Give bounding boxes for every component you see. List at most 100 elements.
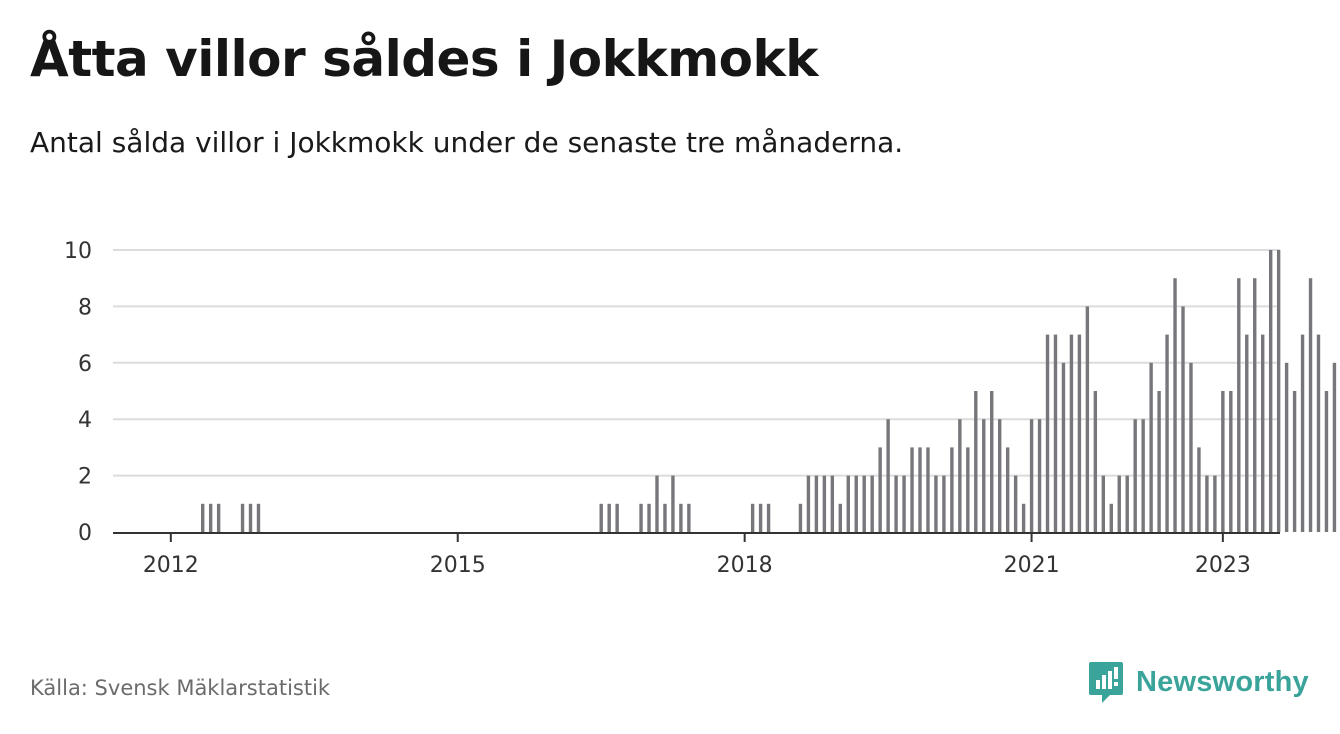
- newsworthy-logo-icon: [1089, 662, 1123, 703]
- bar: [1213, 475, 1217, 532]
- gridlines: [113, 249, 1280, 477]
- bar: [1189, 362, 1193, 532]
- bar: [1173, 278, 1177, 532]
- bar: [671, 475, 675, 532]
- bar: [918, 447, 922, 532]
- bar: [902, 475, 906, 532]
- x-tick-label: 2023: [1195, 553, 1251, 578]
- y-tick-label: 0: [78, 521, 92, 546]
- bar: [679, 503, 683, 532]
- y-tick-label: 2: [78, 465, 92, 490]
- bar: [1221, 391, 1225, 532]
- bar: [1205, 475, 1209, 532]
- bar: [1005, 447, 1010, 532]
- bar: [1229, 391, 1233, 532]
- bar: [990, 391, 994, 532]
- bar: [1253, 278, 1257, 532]
- bar: [663, 503, 667, 532]
- bar: [607, 503, 611, 532]
- bar: [766, 503, 771, 532]
- bar: [822, 475, 827, 532]
- bar: [1300, 334, 1305, 532]
- bar: [878, 447, 882, 532]
- labels: 0246810201220152018202120238: [64, 239, 1251, 578]
- bar: [1141, 419, 1145, 532]
- bar: [958, 419, 962, 532]
- x-tick-label: 2012: [143, 553, 199, 578]
- bar: [838, 503, 842, 532]
- bar: [1316, 334, 1321, 532]
- bar: [639, 503, 643, 532]
- source-note: Källa: Svensk Mäklarstatistik: [30, 676, 331, 700]
- bar: [1284, 362, 1289, 532]
- bar: [806, 475, 811, 532]
- bar: [1276, 250, 1281, 532]
- bar: [599, 503, 603, 532]
- bar: [256, 503, 261, 532]
- y-tick-label: 8: [78, 295, 92, 320]
- bar: [1181, 306, 1185, 532]
- bar: [1101, 475, 1106, 532]
- bar: [687, 503, 691, 532]
- bar: [1061, 362, 1066, 532]
- x-tick-label: 2015: [430, 553, 486, 578]
- bar: [647, 503, 651, 532]
- bar: [1069, 334, 1074, 532]
- bar: [1125, 475, 1129, 532]
- bar: [894, 475, 898, 532]
- bar-chart: 0246810201220152018202120238: [64, 239, 1337, 578]
- bar: [1085, 306, 1090, 532]
- bar: [240, 503, 245, 532]
- y-tick-label: 10: [64, 239, 92, 264]
- bar: [615, 503, 619, 532]
- x-tick-label: 2018: [717, 553, 773, 578]
- bars: [201, 250, 1337, 532]
- bar: [982, 419, 986, 532]
- bar: [1261, 334, 1265, 532]
- bar: [216, 503, 221, 532]
- bar: [750, 503, 755, 532]
- bar: [248, 503, 253, 532]
- bar: [208, 503, 213, 532]
- bar: [1117, 475, 1121, 532]
- bar: [870, 475, 874, 532]
- y-tick-label: 4: [78, 408, 92, 433]
- y-tick-label: 6: [78, 352, 92, 377]
- chart-subtitle: Antal sålda villor i Jokkmokk under de s…: [30, 126, 904, 159]
- bar: [846, 475, 850, 532]
- bar: [910, 447, 914, 532]
- bar: [934, 475, 938, 532]
- bar: [798, 503, 803, 532]
- bar: [1013, 475, 1018, 532]
- bar: [966, 447, 970, 532]
- x-axis: [113, 532, 1280, 542]
- bar: [1197, 447, 1201, 532]
- bar: [862, 475, 866, 532]
- bar: [1157, 391, 1161, 532]
- bar: [1245, 334, 1249, 532]
- bar: [1165, 334, 1169, 532]
- bar: [1053, 334, 1058, 532]
- bar: [886, 419, 890, 532]
- bar: [201, 503, 205, 532]
- bar: [974, 391, 978, 532]
- bar: [655, 475, 659, 532]
- bar: [1021, 503, 1026, 532]
- bar: [1149, 362, 1153, 532]
- bar: [942, 475, 946, 532]
- bar: [1268, 250, 1273, 532]
- bar: [854, 475, 858, 532]
- bar: [830, 475, 835, 532]
- bar: [1324, 391, 1329, 532]
- bar: [1308, 278, 1313, 532]
- bar: [998, 419, 1002, 532]
- bar: [1077, 334, 1082, 532]
- bar: [1332, 362, 1337, 532]
- bar: [1237, 278, 1241, 532]
- bar: [1292, 391, 1297, 532]
- brand-logo: Newsworthy: [1088, 660, 1309, 704]
- bar: [758, 503, 763, 532]
- bar: [1109, 503, 1113, 532]
- brand-name: Newsworthy: [1136, 665, 1309, 698]
- bar: [950, 447, 954, 532]
